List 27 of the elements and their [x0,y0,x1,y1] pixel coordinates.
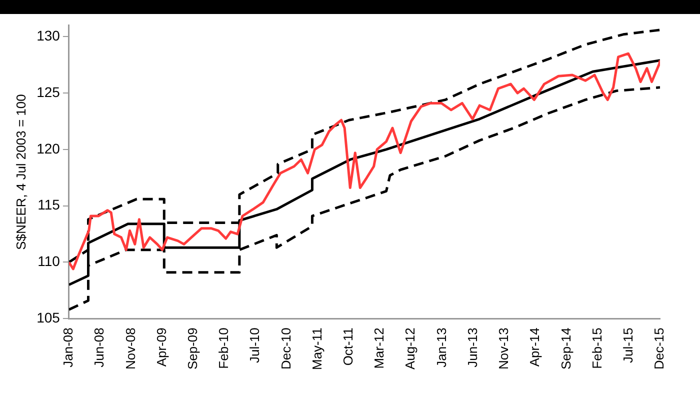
y-tick-label: 105 [36,309,60,326]
x-tick-label: Sep-14 [558,328,574,370]
x-tick-label: Jan-13 [434,328,449,368]
x-tick-label: Jun-08 [92,328,107,368]
x-tick-label: Dec-10 [278,328,294,370]
x-tick-label: Feb-10 [216,328,232,369]
x-tick-label: May-11 [309,328,324,370]
x-tick-label: Nov-08 [122,328,138,370]
x-tick-label: Feb-15 [589,328,604,369]
x-tick-label: Apr-14 [527,328,542,367]
y-tick-label: 115 [38,196,60,213]
x-tick-label: Aug-12 [402,328,418,370]
x-tick-label: Jul-10 [247,328,262,364]
y-tick-label: 130 [36,28,60,44]
x-tick-label: Mar-12 [372,328,387,369]
x-tick-label: Oct-11 [340,328,356,366]
y-tick-label: 120 [36,140,60,156]
y-axis-title: S$NEER, 4 Jul 2003 = 100 [13,94,28,250]
x-tick-label: Jun-13 [464,328,480,368]
x-tick-label: Sep-09 [184,328,200,370]
y-tick-label: 125 [36,84,60,100]
x-tick-label: Dec-15 [652,328,667,370]
x-tick-label: Jan-08 [60,328,76,368]
x-tick-label: Jul-15 [620,328,636,364]
x-tick-label: Apr-09 [154,328,169,367]
y-tick-label: 110 [38,253,60,270]
x-tick-label: Nov-13 [496,328,512,370]
